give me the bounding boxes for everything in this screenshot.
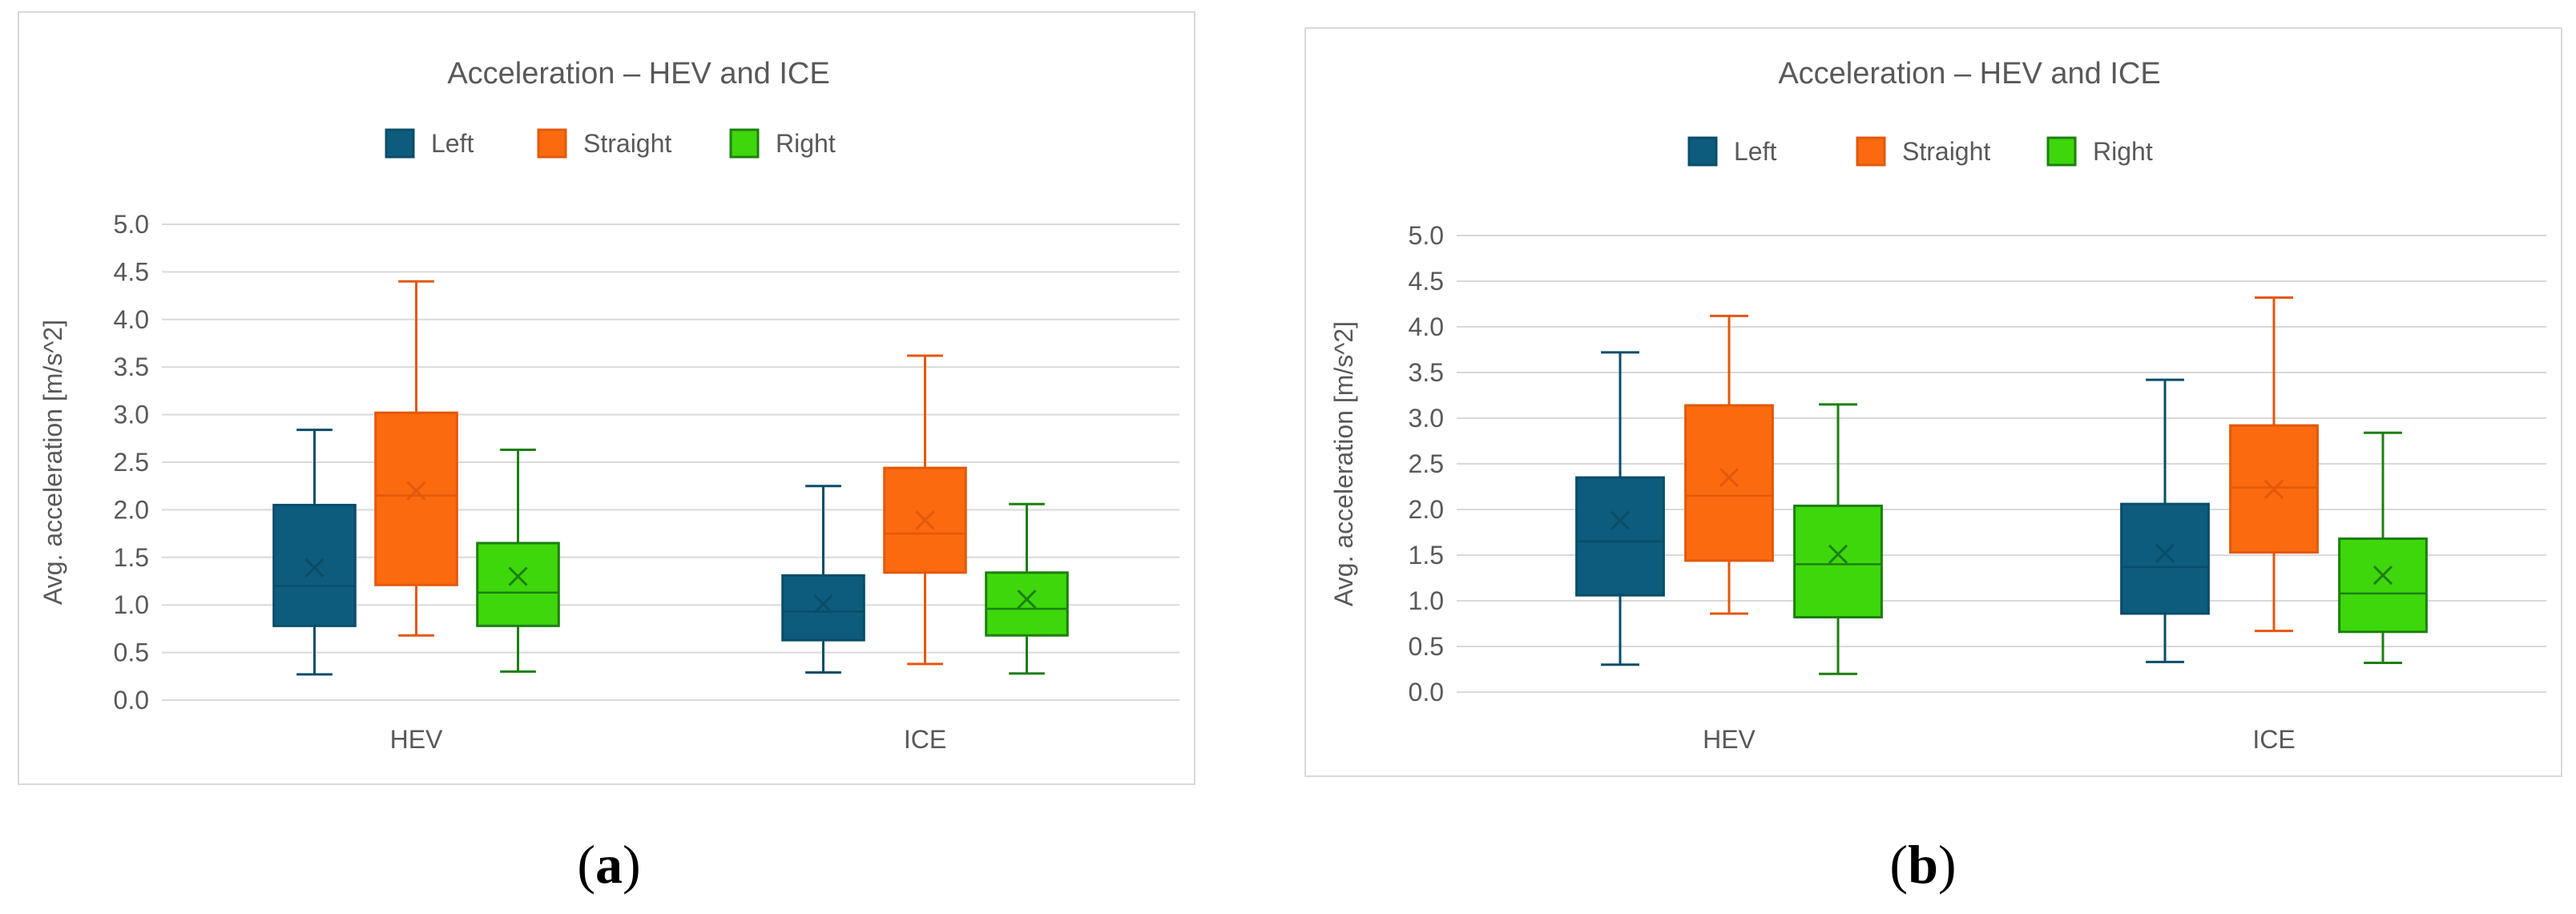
legend-label-straight: Straight [583, 129, 671, 158]
mean-marker [2155, 543, 2175, 563]
y-tick-label: 3.0 [114, 401, 149, 429]
y-tick-label: 4.0 [114, 305, 149, 334]
chart-title: Acceleration – HEV and ICE [447, 57, 829, 91]
mean-marker [1828, 544, 1848, 564]
mean-marker [304, 558, 325, 578]
box-right-ice [2338, 431, 2428, 665]
box-iqr [272, 503, 357, 627]
y-tick-label: 5.0 [114, 210, 149, 239]
box-left-ice [781, 485, 865, 674]
chart-frame [18, 11, 1195, 785]
box-iqr [985, 571, 1069, 637]
chart-a: Acceleration – HEV and ICE Left Straight Ri… [18, 11, 1195, 785]
y-tick-label: 0.5 [114, 638, 149, 667]
y-tick-label: 0.5 [1409, 632, 1444, 661]
y-tick-label: 1.5 [114, 543, 149, 572]
mean-marker [1017, 590, 1037, 610]
mean-marker [813, 594, 833, 614]
legend-swatch-right [2046, 136, 2077, 167]
box-right-hev [476, 449, 560, 673]
box-iqr [2120, 502, 2210, 615]
chart-panel-b: Acceleration – HEV and ICE Left Straight Ri… [1304, 27, 2562, 777]
legend-label-right: Right [776, 129, 836, 158]
box-iqr [1575, 476, 1665, 597]
y-axis-label: Avg. acceleration [m/s^2] [1329, 321, 1358, 606]
chart-panel-a: Acceleration – HEV and ICE Left Straight Ri… [18, 11, 1195, 785]
y-tick-label: 2.5 [1409, 449, 1444, 478]
legend-swatch-right [729, 128, 760, 159]
box-straight-ice [883, 354, 967, 666]
box-iqr [2338, 537, 2428, 634]
mean-marker [508, 566, 528, 586]
legend-label-left: Left [431, 129, 474, 158]
box-left-hev [1575, 351, 1665, 666]
y-tick-label: 5.0 [1409, 221, 1444, 250]
x-category-label: HEV [1703, 725, 1756, 754]
panel-label-a: (a) [577, 834, 641, 895]
box-iqr [476, 542, 560, 627]
legend-label-right: Right [2093, 137, 2153, 166]
y-tick-label: 3.5 [1409, 358, 1444, 387]
legend-swatch-left [1687, 136, 1718, 167]
y-tick-label: 4.5 [114, 257, 149, 286]
x-category-label: ICE [2252, 725, 2295, 754]
y-tick-label: 3.0 [1409, 404, 1444, 433]
box-iqr [781, 574, 865, 642]
box-right-hev [1793, 403, 1883, 675]
panel-label-b: (b) [1889, 834, 1957, 895]
x-category-label: HEV [390, 725, 443, 754]
box-straight-ice [2229, 296, 2319, 633]
chart-frame [1304, 27, 2562, 777]
box-straight-hev [1684, 314, 1774, 615]
box-left-hev [272, 429, 357, 676]
mean-marker [2372, 566, 2393, 586]
y-tick-label: 0.0 [114, 686, 149, 715]
x-category-label: ICE [904, 725, 946, 754]
y-tick-label: 2.0 [114, 495, 149, 524]
y-tick-label: 1.0 [1409, 586, 1444, 615]
box-straight-hev [374, 280, 458, 637]
mean-marker [1719, 468, 1740, 488]
y-tick-label: 2.5 [114, 448, 149, 477]
mean-marker [2264, 479, 2284, 499]
y-tick-label: 2.0 [1409, 495, 1444, 524]
mean-marker [406, 481, 426, 501]
legend-swatch-straight [537, 128, 567, 159]
y-tick-label: 3.5 [114, 352, 149, 381]
y-tick-label: 0.0 [1409, 678, 1444, 707]
box-iqr [1793, 504, 1883, 619]
legend-label-left: Left [1734, 137, 1776, 166]
legend-label-straight: Straight [1902, 137, 1990, 166]
y-axis-label: Avg. acceleration [m/s^2] [38, 320, 67, 605]
y-tick-label: 4.0 [1409, 312, 1444, 341]
legend-swatch-left [385, 128, 415, 159]
box-iqr [1684, 404, 1774, 562]
y-tick-label: 1.5 [1409, 541, 1444, 570]
legend-swatch-straight [1856, 136, 1886, 167]
mean-marker [1610, 510, 1631, 530]
box-right-ice [985, 502, 1069, 675]
chart-title: Acceleration – HEV and ICE [1778, 57, 2160, 91]
box-left-ice [2120, 378, 2210, 663]
mean-marker [915, 510, 935, 530]
box-iqr [374, 411, 458, 586]
y-tick-label: 4.5 [1409, 267, 1444, 296]
y-tick-label: 1.0 [114, 590, 149, 619]
chart-b: Acceleration – HEV and ICE Left Straight Ri… [1304, 27, 2562, 777]
